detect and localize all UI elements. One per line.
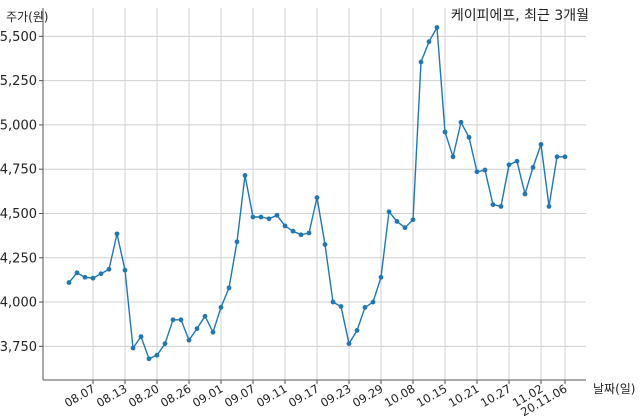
x-tick-label: 09.01 <box>190 381 226 410</box>
y-axis-title: 주가(원) <box>6 10 48 24</box>
x-axis-title: 날짜(일) <box>593 382 635 396</box>
x-tick-labels: 08.0708.1308.2008.2609.0109.0709.1109.17… <box>62 381 570 419</box>
x-tick-label: 10.21 <box>446 381 482 410</box>
x-tick-label: 08.26 <box>158 381 194 410</box>
x-tick-label: 09.07 <box>222 381 258 410</box>
price-point <box>458 119 464 125</box>
axes <box>39 8 586 384</box>
y-tick-label: 4,500 <box>0 207 37 222</box>
price-point <box>138 334 144 339</box>
price-point <box>218 304 224 310</box>
y-tick-label: 5,500 <box>0 30 37 45</box>
price-point <box>146 356 152 362</box>
price-point <box>514 158 520 164</box>
price-point <box>554 154 560 160</box>
price-point <box>306 230 312 236</box>
price-point <box>482 167 488 173</box>
price-point <box>386 209 392 215</box>
price-point <box>178 317 184 323</box>
price-point <box>426 39 432 45</box>
x-tick-label: 09.11 <box>254 381 290 410</box>
price-point <box>250 214 256 220</box>
price-point <box>258 214 264 220</box>
x-tick-label: 08.07 <box>62 381 98 410</box>
price-point <box>210 329 216 335</box>
price-point <box>474 169 480 175</box>
price-point <box>418 59 424 65</box>
price-point <box>242 173 248 178</box>
price-point <box>410 217 416 223</box>
price-point <box>450 154 456 160</box>
price-point <box>74 270 80 276</box>
price-point <box>130 345 136 351</box>
price-point <box>346 341 352 347</box>
price-point <box>226 285 232 291</box>
price-point <box>322 242 328 247</box>
price-point <box>98 271 104 277</box>
price-point <box>362 304 368 310</box>
grid-lines <box>43 8 586 380</box>
price-point <box>434 25 440 30</box>
x-tick-label: 09.23 <box>318 381 354 410</box>
y-tick-label: 4,250 <box>0 251 37 266</box>
price-point <box>330 299 336 305</box>
price-point <box>290 228 296 234</box>
price-point <box>370 299 376 305</box>
price-point <box>562 154 568 160</box>
price-point <box>234 239 240 245</box>
y-tick-label: 3,750 <box>0 340 37 355</box>
price-point <box>538 142 544 147</box>
x-tick-label: 10.27 <box>478 381 514 410</box>
price-point <box>82 274 88 280</box>
price-point <box>442 129 448 135</box>
price-point <box>402 225 408 231</box>
price-point <box>522 191 528 197</box>
price-point <box>202 313 208 319</box>
x-tick-label: 10.15 <box>414 381 450 410</box>
y-tick-label: 5,250 <box>0 74 37 89</box>
price-point <box>354 328 360 333</box>
price-point <box>298 232 304 238</box>
price-point <box>394 219 400 224</box>
y-tick-label: 5,000 <box>0 118 37 133</box>
price-point <box>378 274 384 280</box>
x-tick-label: 08.20 <box>126 381 162 410</box>
x-tick-label: 09.29 <box>350 381 386 410</box>
price-point <box>186 337 192 343</box>
price-point <box>338 304 344 309</box>
y-tick-label: 4,000 <box>0 296 37 311</box>
price-point <box>266 216 272 222</box>
price-point <box>66 280 72 285</box>
price-point <box>162 341 168 347</box>
price-point <box>194 326 200 332</box>
price-point <box>498 204 504 209</box>
price-point <box>314 195 320 200</box>
price-point <box>114 231 120 237</box>
price-point <box>490 202 496 208</box>
price-point <box>546 204 552 209</box>
price-point <box>274 212 280 218</box>
x-tick-label: 08.13 <box>94 381 130 410</box>
price-point <box>506 162 512 168</box>
y-tick-labels: 3,750 4,000 4,250 4,500 4,750 5,000 5,250 5,500 <box>0 30 37 355</box>
chart-title: 케이피에프, 최근 3개월 <box>451 8 589 24</box>
price-point <box>122 267 128 273</box>
price-point <box>106 266 112 272</box>
price-series <box>66 25 568 362</box>
y-tick-label: 4,750 <box>0 163 37 178</box>
price-point <box>530 165 536 170</box>
price-point <box>154 352 160 358</box>
price-point <box>282 223 288 229</box>
x-tick-label: 09.17 <box>286 381 322 410</box>
price-point <box>466 134 472 140</box>
price-point <box>90 275 96 281</box>
x-tick-label: 10.08 <box>382 381 418 410</box>
price-point <box>170 317 176 323</box>
